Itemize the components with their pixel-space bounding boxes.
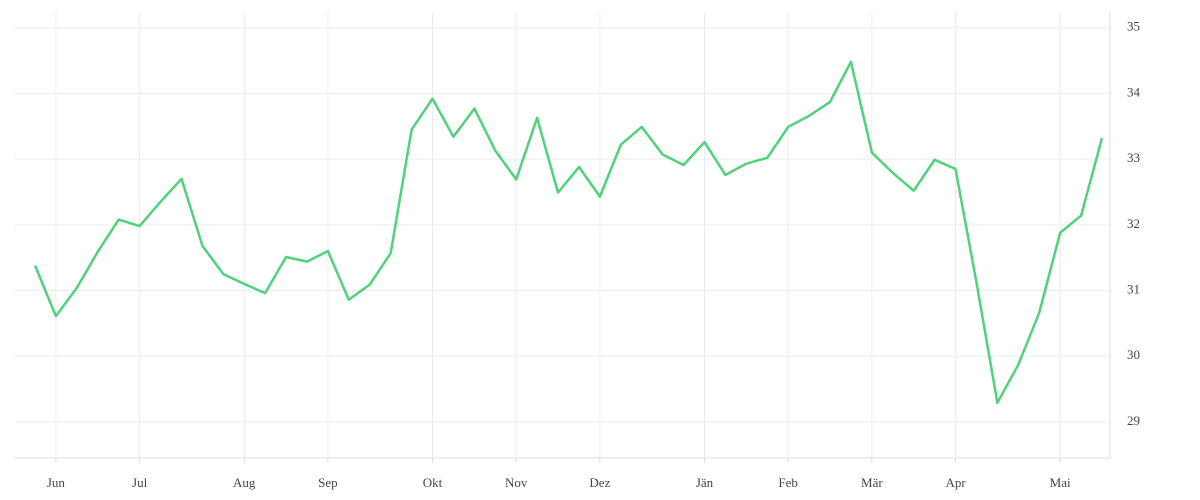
x-tick-label: Jän — [696, 475, 714, 490]
y-tick-label: 35 — [1127, 19, 1140, 34]
y-tick-label: 33 — [1127, 150, 1140, 165]
x-tick-label: Jul — [132, 475, 148, 490]
x-tick-label: Apr — [945, 475, 966, 490]
x-tick-label: Okt — [423, 475, 443, 490]
x-tick-label: Feb — [778, 475, 798, 490]
x-tick-label: Nov — [505, 475, 528, 490]
x-tick-label: Aug — [233, 475, 256, 490]
y-tick-label: 29 — [1127, 413, 1140, 428]
y-tick-label: 34 — [1127, 84, 1141, 99]
x-tick-label: Jun — [47, 475, 66, 490]
x-tick-label: Dez — [589, 475, 610, 490]
x-tick-label: Sep — [318, 475, 338, 490]
y-tick-label: 32 — [1127, 216, 1140, 231]
y-tick-label: 31 — [1127, 281, 1140, 296]
line-series — [33, 60, 1104, 405]
x-tick-label: Mai — [1050, 475, 1071, 490]
y-tick-label: 30 — [1127, 347, 1140, 362]
x-tick-label: Mär — [861, 475, 883, 490]
